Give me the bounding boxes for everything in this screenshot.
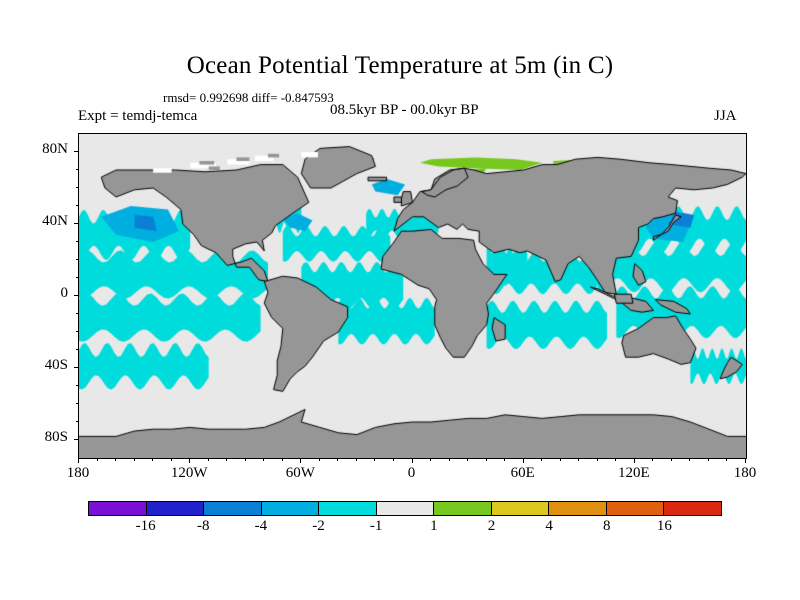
x-minor-tick	[726, 458, 727, 461]
y-axis-label: 0	[60, 285, 69, 301]
x-axis-label: 120E	[617, 465, 650, 481]
colorbar-segment-10	[664, 502, 722, 515]
colorbar-tick-4: -1	[369, 518, 383, 534]
x-minor-tick	[504, 458, 505, 461]
y-minor-tick	[76, 331, 79, 332]
x-tick	[300, 458, 301, 463]
x-tick	[523, 458, 524, 463]
colorbar-segment-1	[146, 502, 205, 515]
x-minor-tick	[578, 458, 579, 461]
colorbar-tick-2: -4	[254, 518, 268, 534]
x-minor-tick	[245, 458, 246, 461]
y-minor-tick	[76, 205, 79, 206]
y-axis-label: 80N	[42, 141, 68, 157]
x-minor-tick	[467, 458, 468, 461]
colorbar-tick-9: 16	[656, 518, 672, 534]
colorbar	[88, 501, 722, 516]
x-minor-tick	[319, 458, 320, 461]
map-canvas	[79, 134, 746, 458]
x-minor-tick	[689, 458, 690, 461]
y-minor-tick	[76, 403, 79, 404]
y-axis-label: 40N	[42, 213, 68, 229]
x-minor-tick	[541, 458, 542, 461]
x-tick	[634, 458, 635, 463]
map-plot-area	[78, 133, 747, 459]
colorbar-tick-6: 2	[487, 518, 496, 534]
x-minor-tick	[263, 458, 264, 461]
y-axis-label: 80S	[44, 429, 68, 445]
x-minor-tick	[152, 458, 153, 461]
colorbar-tick-5: 1	[430, 518, 438, 534]
x-minor-tick	[356, 458, 357, 461]
x-minor-tick	[226, 458, 227, 461]
x-minor-tick	[708, 458, 709, 461]
y-axis-label: 40S	[44, 357, 68, 373]
x-tick	[412, 458, 413, 463]
y-tick	[74, 295, 79, 296]
colorbar-segment-6	[434, 502, 492, 515]
x-minor-tick	[671, 458, 672, 461]
x-axis-label: 0	[407, 465, 416, 481]
colorbar-segment-0	[89, 502, 147, 515]
x-minor-tick	[134, 458, 135, 461]
x-minor-tick	[652, 458, 653, 461]
x-minor-tick	[282, 458, 283, 461]
colorbar-segment-3	[261, 502, 320, 515]
x-minor-tick	[615, 458, 616, 461]
colorbar-segment-5	[376, 502, 435, 515]
x-minor-tick	[430, 458, 431, 461]
y-tick	[74, 151, 79, 152]
y-minor-tick	[76, 241, 79, 242]
season-label: JJA	[714, 108, 737, 124]
y-minor-tick	[76, 313, 79, 314]
x-axis-label: 120W	[170, 465, 208, 481]
colorbar-tick-1: -8	[197, 518, 210, 534]
x-minor-tick	[449, 458, 450, 461]
colorbar-tick-8: 8	[602, 518, 611, 534]
colorbar-tick-7: 4	[545, 518, 553, 534]
y-minor-tick	[76, 169, 79, 170]
period-label: 08.5kyr BP - 00.0kyr BP	[330, 102, 479, 118]
page-title: Ocean Potential Temperature at 5m (in C)	[186, 52, 614, 79]
x-tick	[745, 458, 746, 463]
y-minor-tick	[76, 277, 79, 278]
statistics-label: rmsd= 0.992698 diff= -0.847593	[163, 90, 334, 105]
x-minor-tick	[560, 458, 561, 461]
colorbar-tick-3: -2	[312, 518, 325, 534]
colorbar-segment-4	[319, 502, 377, 515]
x-minor-tick	[171, 458, 172, 461]
x-minor-tick	[374, 458, 375, 461]
y-tick	[74, 223, 79, 224]
x-minor-tick	[115, 458, 116, 461]
x-tick	[189, 458, 190, 463]
y-minor-tick	[76, 421, 79, 422]
x-axis-label: 60E	[510, 465, 535, 481]
x-minor-tick	[597, 458, 598, 461]
y-tick	[74, 439, 79, 440]
x-minor-tick	[97, 458, 98, 461]
colorbar-segment-8	[549, 502, 607, 515]
x-axis-label: 60W	[285, 465, 315, 481]
x-axis-label: 180	[733, 465, 757, 481]
x-minor-tick	[486, 458, 487, 461]
y-minor-tick	[76, 259, 79, 260]
y-minor-tick	[76, 349, 79, 350]
x-tick	[78, 458, 79, 463]
y-tick	[74, 367, 79, 368]
x-minor-tick	[208, 458, 209, 461]
x-axis-label: 180	[66, 465, 90, 481]
x-minor-tick	[393, 458, 394, 461]
colorbar-segment-2	[204, 502, 262, 515]
experiment-label: Expt = temdj-temca	[78, 108, 198, 124]
colorbar-tick-0: -16	[135, 518, 156, 534]
colorbar-segment-7	[491, 502, 550, 515]
x-minor-tick	[337, 458, 338, 461]
y-minor-tick	[76, 187, 79, 188]
y-minor-tick	[76, 385, 79, 386]
colorbar-segment-9	[606, 502, 665, 515]
